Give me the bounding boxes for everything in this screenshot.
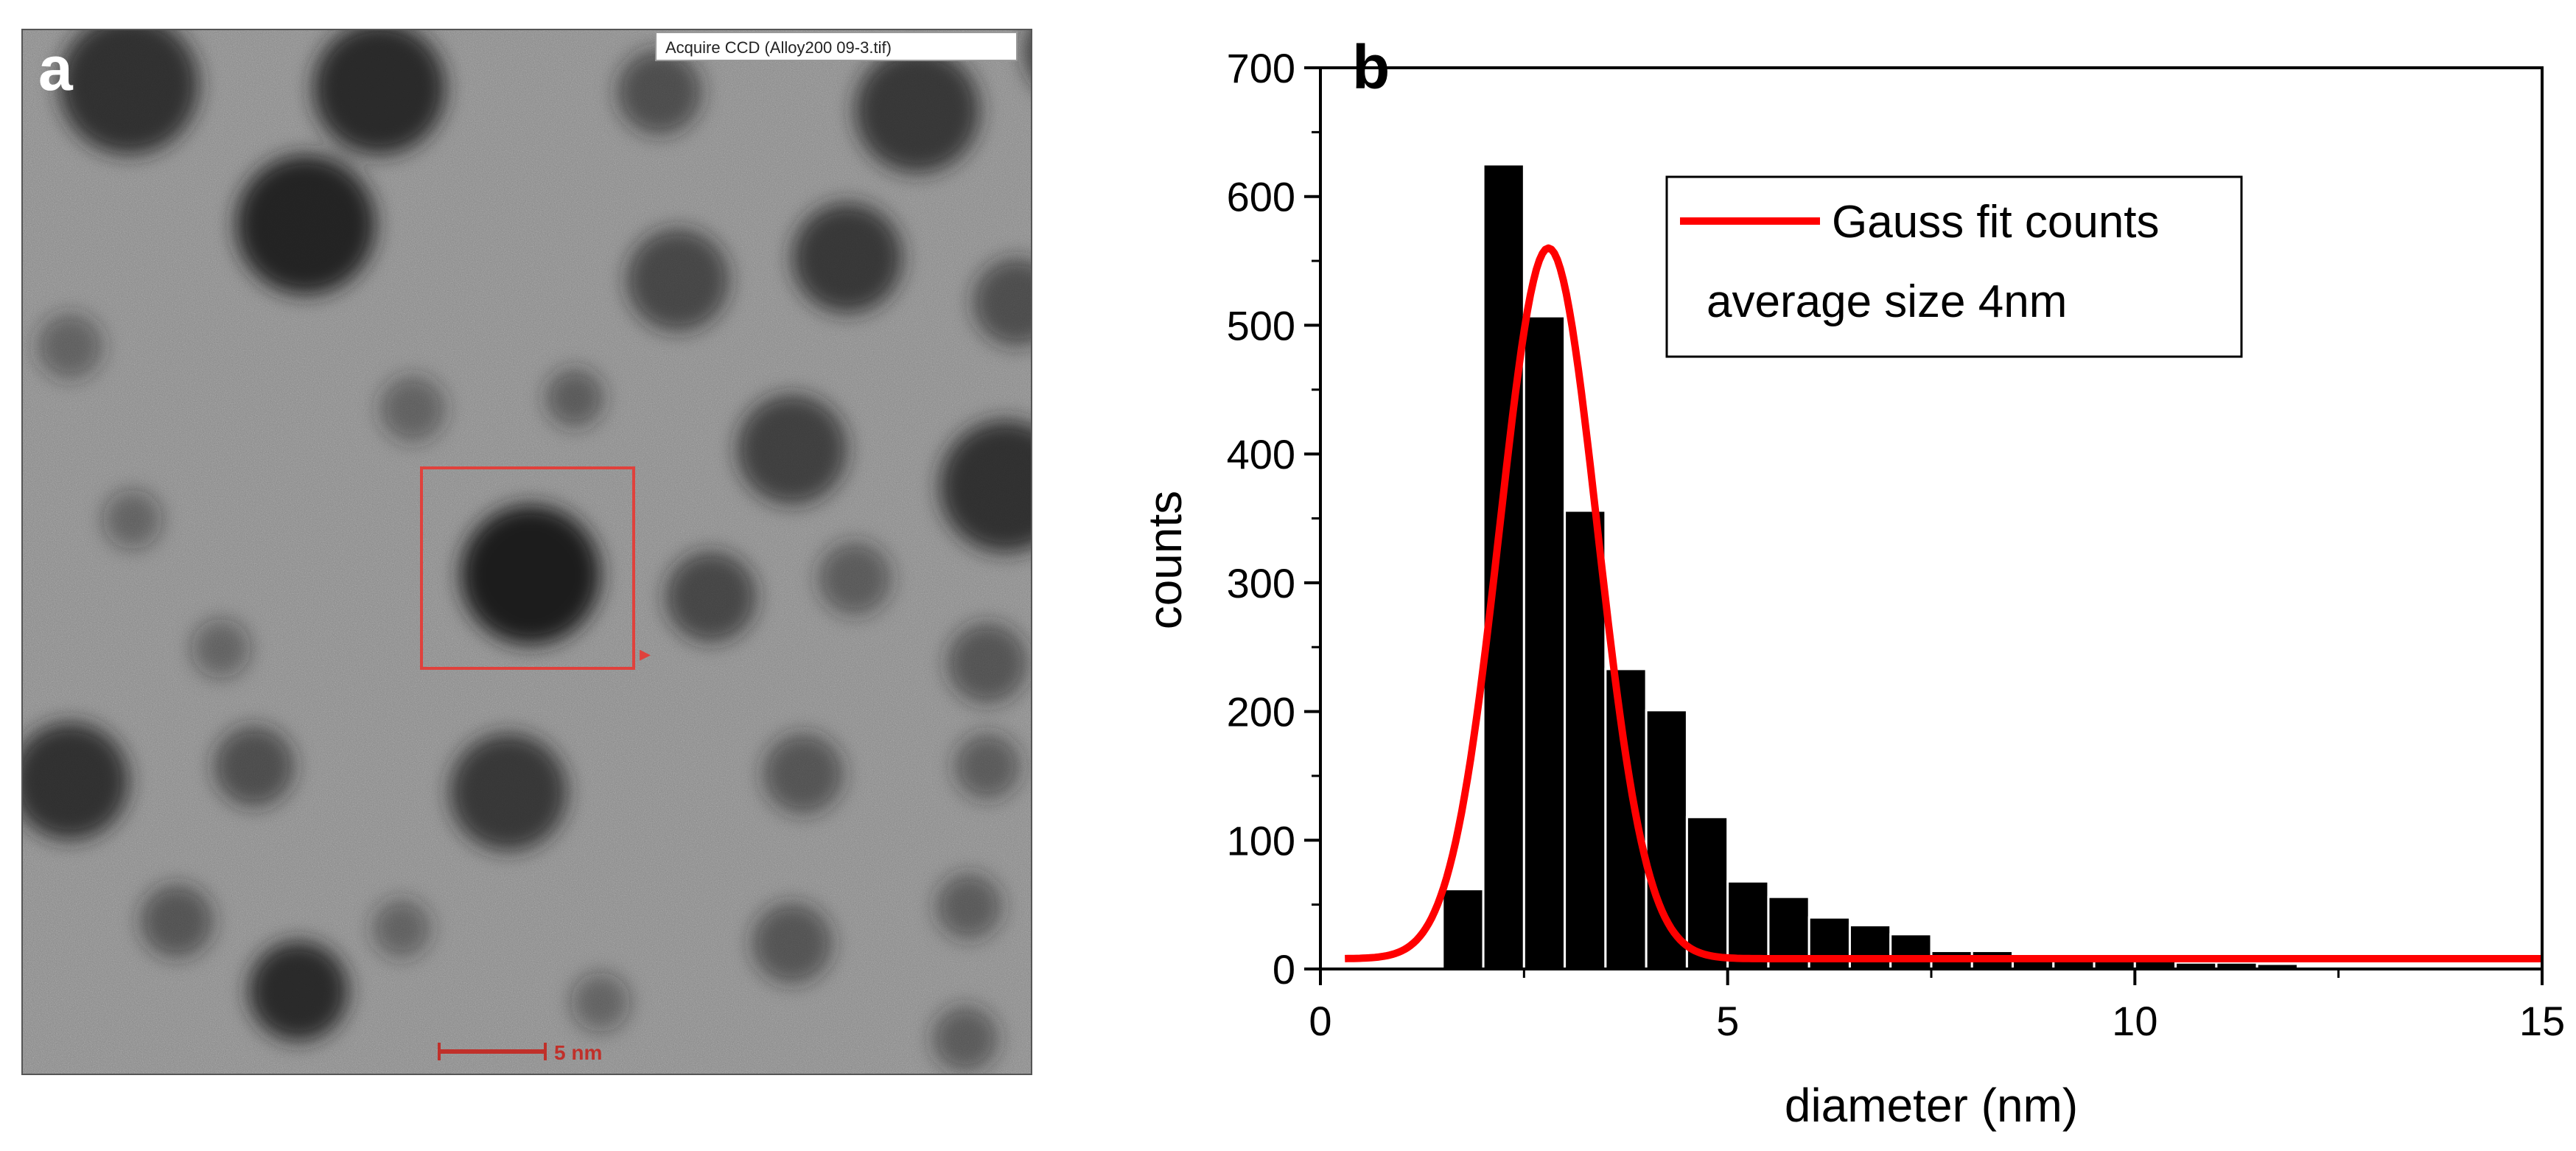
nanoparticle xyxy=(973,258,1032,346)
histogram-bar-10 xyxy=(1848,924,1892,970)
acquire-banner-text: Acquire CCD (Alloy200 09-3.tif) xyxy=(665,38,892,57)
nanoparticle xyxy=(954,733,1021,800)
y-tick-label: 500 xyxy=(1227,302,1295,349)
scale-bar: 5 nm xyxy=(438,1041,602,1064)
legend-fit-label: Gauss fit counts xyxy=(1832,197,2160,248)
y-tick-label: 100 xyxy=(1227,817,1295,864)
nanoparticle xyxy=(947,623,1028,704)
nanoparticle xyxy=(22,722,129,840)
histogram-bar-3 xyxy=(1564,509,1607,970)
y-tick-label: 600 xyxy=(1227,174,1295,220)
nanoparticle xyxy=(372,899,431,958)
y-tick-label: 200 xyxy=(1227,689,1295,735)
nanoparticles xyxy=(22,29,1032,1072)
legend-box xyxy=(1665,175,2243,358)
nanoparticle xyxy=(236,155,376,295)
selection-marker: ▸ xyxy=(640,642,651,666)
nanoparticle xyxy=(214,726,295,807)
acquire-banner-box xyxy=(655,32,1018,61)
nanoparticle xyxy=(192,619,251,678)
x-axis-ticks: 0 5 10 15 xyxy=(1309,969,2565,1044)
nanoparticle xyxy=(103,490,162,549)
nanoparticle xyxy=(932,1006,998,1072)
nanoparticle xyxy=(1024,29,1032,79)
nanoparticle xyxy=(313,29,446,155)
nanoparticle xyxy=(617,49,702,135)
x-axis-label: diameter (nm) xyxy=(1785,1079,2078,1132)
nanoparticle xyxy=(248,941,349,1041)
y-tick-label: 400 xyxy=(1227,431,1295,477)
nanoparticle xyxy=(571,973,630,1032)
tem-texture xyxy=(22,29,1032,1074)
nanoparticle xyxy=(37,313,103,379)
nanoparticle xyxy=(626,228,729,332)
nanoparticle xyxy=(855,48,980,173)
nanoparticle xyxy=(665,551,757,643)
nanoparticle xyxy=(545,368,604,427)
nanoparticle xyxy=(763,733,844,814)
nanoparticle xyxy=(461,505,601,645)
y-tick-label: 700 xyxy=(1227,45,1295,91)
y-axis-label: counts xyxy=(1138,491,1191,630)
gauss-fit-curve xyxy=(1344,244,2542,962)
nanoparticle xyxy=(59,29,199,155)
histogram-bar-5 xyxy=(1645,709,1688,970)
tem-micrograph-panel: a Acquire CCD (Alloy200 09-3.tif) ▸ 5 nm xyxy=(21,29,1032,1075)
histogram-bar-1 xyxy=(1482,163,1525,970)
nanoparticle xyxy=(752,903,833,984)
nanoparticle xyxy=(379,376,446,442)
nanoparticle xyxy=(737,394,847,505)
x-tick-label: 10 xyxy=(2112,998,2157,1044)
nanoparticle xyxy=(449,733,567,851)
nanoparticle xyxy=(818,542,892,615)
y-tick-label: 0 xyxy=(1273,946,1295,993)
selection-box xyxy=(420,466,635,670)
x-tick-label: 5 xyxy=(1716,998,1739,1044)
nanoparticle xyxy=(140,884,214,958)
histogram-bar-2 xyxy=(1522,315,1567,970)
x-tick-label: 15 xyxy=(2519,998,2565,1044)
y-axis-ticks: 0 100 200 300 400 500 600 700 xyxy=(1227,45,1320,993)
legend: Gauss fit counts average size 4nm xyxy=(1665,175,2243,358)
panel-a-label: a xyxy=(38,34,74,103)
nanoparticle xyxy=(792,203,903,313)
gauss-fit-layer xyxy=(1344,244,2542,962)
histogram-bar-0 xyxy=(1441,888,1485,970)
legend-average-note: average size 4nm xyxy=(1707,276,2067,327)
y-tick-label: 300 xyxy=(1227,560,1295,606)
nanoparticle xyxy=(936,873,1002,940)
scale-bar-label: 5 nm xyxy=(554,1041,602,1064)
nanoparticle xyxy=(939,420,1032,553)
histogram-bar-11 xyxy=(1889,933,1933,970)
x-tick-label: 0 xyxy=(1309,998,1331,1044)
